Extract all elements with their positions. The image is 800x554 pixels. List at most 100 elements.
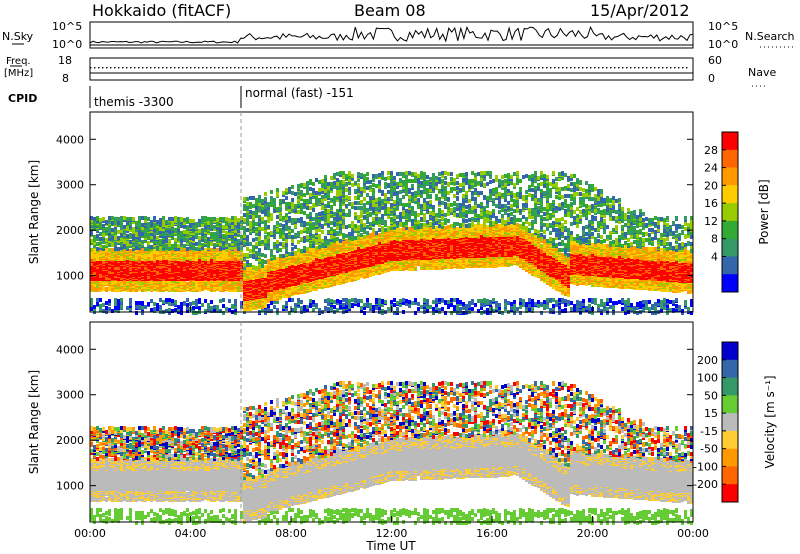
power-cell: [114, 247, 117, 251]
power-cell: [198, 236, 201, 240]
power-cell: [297, 298, 300, 302]
power-cell: [333, 196, 336, 200]
power-cell: [153, 307, 156, 311]
power-cell: [336, 299, 339, 303]
power-cell: [342, 298, 345, 302]
freq-dot: [610, 67, 611, 68]
power-cell: [264, 235, 267, 239]
freq-dot: [142, 67, 143, 68]
power-cell: [309, 299, 312, 303]
power-cell: [237, 224, 240, 228]
power-cell: [237, 239, 240, 243]
freq-dot: [342, 67, 343, 68]
power-cell: [312, 217, 315, 221]
power-cell: [150, 308, 153, 312]
power-cell: [318, 188, 321, 192]
power-cell: [324, 175, 327, 179]
power-cell: [117, 247, 120, 251]
power-cell: [120, 223, 123, 227]
power-cell: [174, 308, 177, 312]
power-cell: [291, 235, 294, 239]
power-cell: [327, 230, 330, 234]
freq-dot: [218, 67, 219, 68]
power-cell: [96, 216, 99, 220]
power-cell: [333, 181, 336, 185]
power-cell: [249, 242, 252, 246]
freq-dot: [426, 67, 427, 68]
power-cell: [96, 247, 99, 251]
power-cell: [183, 218, 186, 222]
power-cell: [96, 234, 99, 238]
power-cell: [288, 187, 291, 191]
power-cell: [141, 248, 144, 252]
freq-dot: [246, 67, 247, 68]
power-cell: [162, 244, 165, 248]
power-cell: [102, 303, 105, 307]
power-cell: [315, 239, 318, 243]
power-cell: [279, 242, 282, 246]
power-cell: [303, 221, 306, 225]
freq-dot: [198, 67, 199, 68]
power-cell: [306, 305, 309, 309]
power-cell: [258, 199, 261, 203]
power-cell: [318, 245, 321, 249]
freq-dot: [394, 67, 395, 68]
freq-dot: [298, 67, 299, 68]
power-cell: [243, 226, 246, 230]
power-cell: [165, 232, 168, 236]
power-cell: [318, 238, 321, 242]
power-cell: [156, 307, 159, 311]
freq-dot: [330, 67, 331, 68]
power-cell: [108, 216, 111, 220]
freq-dot: [230, 67, 231, 68]
power-cell: [264, 220, 267, 224]
power-cell: [300, 300, 303, 304]
power-cell: [243, 263, 246, 267]
power-cell: [168, 302, 171, 306]
freq-dot: [254, 67, 255, 68]
power-cell: [171, 244, 174, 248]
freq-dot: [478, 67, 479, 68]
nsky-line: [90, 27, 693, 45]
freq-dot: [194, 67, 195, 68]
power-cell: [171, 223, 174, 227]
power-cell: [174, 238, 177, 242]
power-cell: [228, 243, 231, 247]
freq-dot: [642, 67, 643, 68]
power-cell: [222, 234, 225, 238]
freq-dot: [390, 67, 391, 68]
freq-dot: [530, 67, 531, 68]
freq-dot: [598, 67, 599, 68]
power-cell: [270, 190, 273, 194]
power-cell: [117, 230, 120, 234]
power-cell: [225, 237, 228, 241]
nsky-trace: [90, 27, 693, 45]
power-cell: [159, 218, 162, 222]
freq-dot: [150, 67, 151, 68]
power-cell: [282, 199, 285, 203]
power-cell: [252, 204, 255, 208]
freq-dot: [682, 67, 683, 68]
power-cell: [93, 222, 96, 226]
power-cell: [252, 196, 255, 200]
power-cell: [324, 306, 327, 310]
freq-dot: [290, 67, 291, 68]
power-cell: [306, 206, 309, 210]
power-cell: [114, 298, 117, 302]
freq-dots: [90, 67, 687, 68]
freq-dot: [278, 67, 279, 68]
power-cell: [249, 225, 252, 229]
power-cell: [282, 242, 285, 246]
power-cell: [267, 213, 270, 217]
power-cell: [246, 222, 249, 226]
power-cell: [132, 217, 135, 221]
power-cell: [282, 305, 285, 309]
power-cell: [201, 216, 204, 220]
power-cell: [177, 244, 180, 248]
power-cell: [270, 253, 273, 257]
power-cell: [297, 210, 300, 214]
freq-dot: [158, 67, 159, 68]
freq-dot: [646, 67, 647, 68]
power-cell: [291, 252, 294, 256]
freq-dot: [466, 67, 467, 68]
